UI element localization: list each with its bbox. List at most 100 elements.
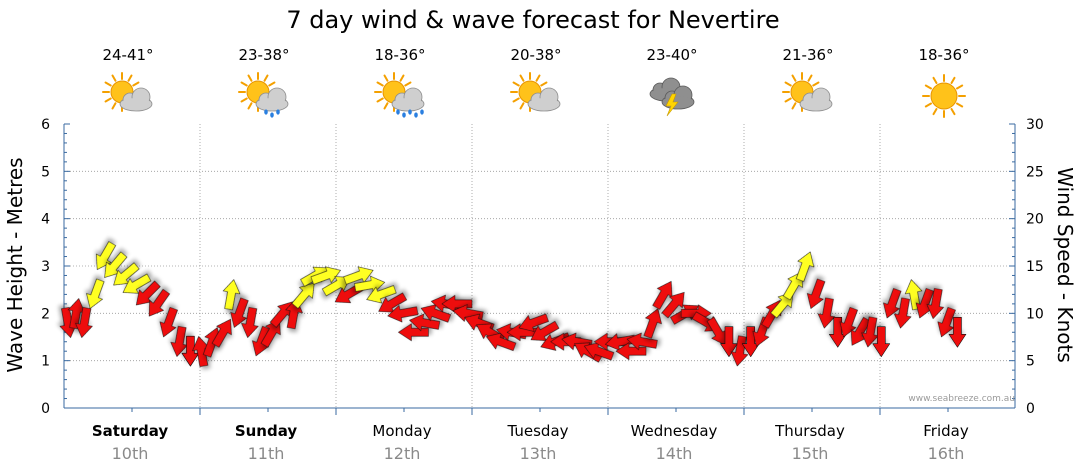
- wind-arrow: [310, 266, 341, 285]
- wind-arrow: [807, 278, 826, 309]
- wind-arrow: [409, 313, 441, 332]
- rain-icon: [374, 72, 425, 118]
- partly-cloudy-icon: [782, 72, 833, 112]
- rain-drop: [414, 112, 418, 118]
- wind-arrow: [159, 307, 178, 338]
- wind-arrow: [230, 297, 249, 328]
- left-tick-label: 0: [41, 401, 50, 417]
- right-tick-label: 30: [1026, 117, 1044, 133]
- wind-arrow: [574, 342, 603, 363]
- left-tick-label: 6: [41, 117, 50, 133]
- wind-arrow: [181, 335, 200, 367]
- wind-arrow: [817, 297, 836, 329]
- right-tick-label: 25: [1026, 164, 1044, 180]
- wind-arrow: [720, 326, 738, 358]
- wind-arrow: [926, 288, 945, 319]
- right-tick-label: 15: [1026, 259, 1044, 275]
- day-name: Wednesday: [631, 422, 718, 440]
- cloud-icon: [391, 87, 425, 112]
- wind-arrow: [883, 288, 902, 319]
- left-tick-label: 3: [41, 259, 50, 275]
- rain-drop: [264, 109, 268, 115]
- day-temperature: 23-38°: [238, 46, 289, 64]
- partly-cloudy-icon: [510, 72, 561, 112]
- cloud-icon: [527, 87, 561, 112]
- partly-cloudy-icon: [102, 72, 153, 112]
- cloud-icon: [799, 87, 833, 112]
- day-name: Friday: [923, 422, 969, 440]
- sunny-icon: [922, 74, 966, 118]
- wind-arrow: [291, 282, 315, 309]
- wind-arrow: [894, 297, 912, 329]
- day-temperature: 23-40°: [646, 46, 697, 64]
- day-date: 15th: [792, 444, 829, 463]
- rain-drop: [420, 109, 424, 115]
- wind-arrow: [86, 278, 105, 309]
- day-temperature: 20-38°: [510, 46, 561, 64]
- credit-text: www.seabreeze.com.au: [908, 394, 1015, 404]
- day-date: 13th: [520, 444, 557, 463]
- showers-icon: [238, 72, 289, 118]
- day-name: Sunday: [235, 422, 298, 440]
- right-tick-label: 10: [1026, 306, 1044, 322]
- wind-arrow: [626, 332, 658, 351]
- rain-drop: [396, 109, 400, 115]
- wind-arrow: [211, 318, 232, 348]
- wind-arrow: [615, 342, 647, 361]
- day-temperature: 18-36°: [918, 46, 969, 64]
- left-axis-ticks: 0 1 2 3 4 5 6: [41, 117, 50, 417]
- wind-arrow: [948, 316, 967, 348]
- day-headers: 24-41° 23-38° 18-36° 20-38° 23-40° 21-36° 18-3…: [102, 46, 970, 118]
- wind-arrow: [872, 326, 891, 358]
- wind-arrow: [904, 279, 923, 311]
- right-tick-label: 5: [1026, 354, 1035, 370]
- wind-arrow: [795, 251, 815, 282]
- wind-arrow: [730, 335, 749, 367]
- left-axis-label: Wave Height - Metres: [3, 157, 27, 372]
- right-axis-ticks: 0 5 10 15 20 25 30: [1026, 117, 1044, 417]
- cloud-icon: [119, 87, 153, 112]
- storm-icon: [649, 77, 695, 117]
- right-tick-label: 20: [1026, 212, 1044, 228]
- wind-arrows: [59, 241, 967, 367]
- wind-arrow: [75, 307, 93, 338]
- day-labels: Saturday 10th Sunday 11th Monday 12th Tuesday 1…: [92, 422, 969, 463]
- cloud-icon: [255, 87, 289, 112]
- left-tick-label: 5: [41, 164, 50, 180]
- day-temperature: 21-36°: [782, 46, 833, 64]
- left-tick-label: 1: [41, 354, 50, 370]
- rain-drop: [276, 109, 280, 115]
- rain-drop: [402, 112, 406, 118]
- wind-arrow: [661, 292, 685, 319]
- wind-arrow: [122, 273, 152, 294]
- day-name: Thursday: [774, 422, 845, 440]
- day-temperature: 24-41°: [102, 46, 153, 64]
- day-date: 11th: [248, 444, 285, 463]
- wind-arrow: [643, 308, 662, 339]
- rain-drop: [270, 112, 274, 118]
- day-name: Tuesday: [506, 422, 568, 440]
- day-name: Monday: [372, 422, 431, 440]
- wind-arrow: [366, 285, 397, 304]
- day-date: 14th: [656, 444, 693, 463]
- chart-title: 7 day wind & wave forecast for Nevertire: [286, 6, 779, 34]
- wind-arrow: [398, 323, 429, 342]
- wind-arrow: [518, 313, 549, 332]
- left-tick-label: 2: [41, 306, 50, 322]
- day-date: 12th: [384, 444, 421, 463]
- sun-icon: [922, 74, 966, 118]
- wind-arrow: [148, 288, 170, 317]
- day-name: Saturday: [92, 422, 169, 440]
- wind-arrow: [96, 241, 116, 270]
- right-axis-label: Wind Speed - Knots: [1053, 167, 1077, 363]
- wind-arrow: [839, 307, 858, 338]
- day-temperature: 18-36°: [374, 46, 425, 64]
- wind-arrow: [222, 279, 241, 311]
- left-tick-label: 4: [41, 212, 50, 228]
- wind-arrow: [241, 307, 259, 338]
- day-date: 10th: [112, 444, 149, 463]
- right-tick-label: 0: [1026, 401, 1035, 417]
- wind-arrow: [387, 305, 419, 323]
- lightning-icon: [665, 93, 679, 117]
- wind-arrow: [770, 292, 794, 319]
